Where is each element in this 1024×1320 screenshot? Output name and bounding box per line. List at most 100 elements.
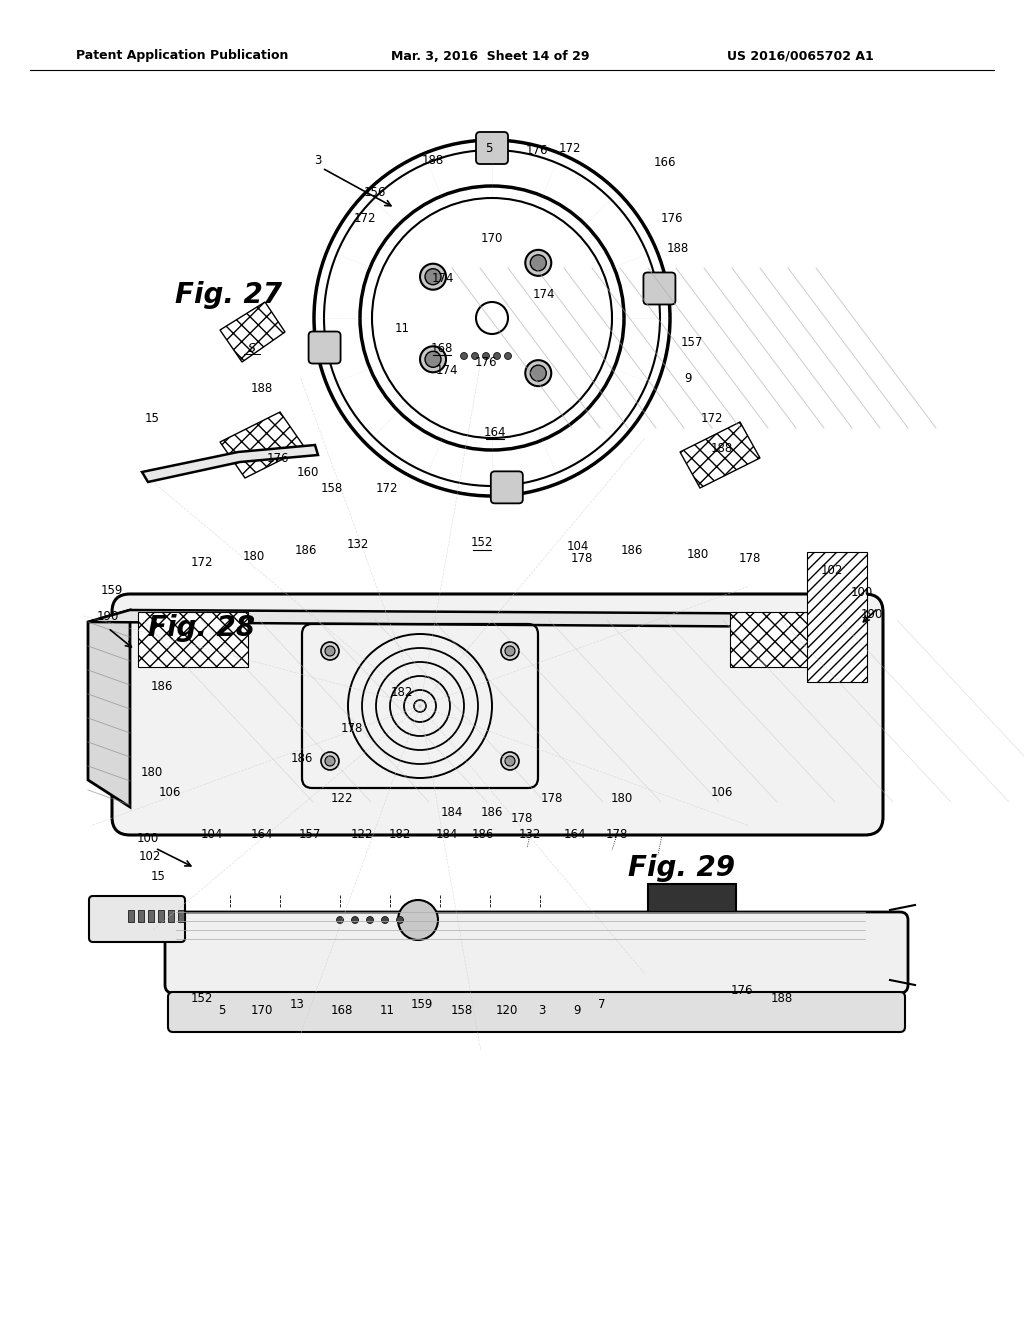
Text: 176: 176 (525, 144, 548, 157)
Circle shape (425, 351, 441, 367)
Text: 180: 180 (687, 548, 710, 561)
FancyBboxPatch shape (807, 552, 867, 682)
Text: 186: 186 (472, 829, 495, 842)
FancyBboxPatch shape (730, 612, 825, 667)
Circle shape (501, 642, 519, 660)
Bar (128, 909, 134, 921)
Text: S: S (248, 342, 256, 355)
Circle shape (530, 255, 546, 271)
Text: 186: 186 (481, 805, 503, 818)
FancyBboxPatch shape (490, 471, 523, 503)
FancyBboxPatch shape (165, 912, 908, 993)
Circle shape (325, 756, 335, 766)
Text: 152: 152 (190, 991, 213, 1005)
FancyBboxPatch shape (308, 331, 341, 363)
Circle shape (321, 752, 339, 770)
Text: 180: 180 (141, 766, 163, 779)
Text: 100: 100 (137, 832, 159, 845)
Text: 158: 158 (321, 482, 343, 495)
Text: 106: 106 (711, 785, 733, 799)
Circle shape (505, 756, 515, 766)
Circle shape (461, 352, 468, 359)
Text: 188: 188 (251, 381, 273, 395)
Circle shape (398, 900, 438, 940)
Bar (178, 909, 184, 921)
Text: 188: 188 (771, 991, 794, 1005)
Text: 13: 13 (290, 998, 304, 1011)
Text: 172: 172 (700, 412, 723, 425)
Text: 9: 9 (684, 371, 692, 384)
Circle shape (321, 642, 339, 660)
Polygon shape (680, 422, 760, 488)
Text: 178: 178 (570, 552, 593, 565)
Text: 9: 9 (573, 1003, 581, 1016)
Polygon shape (220, 302, 285, 362)
Circle shape (505, 645, 515, 656)
Circle shape (337, 916, 343, 924)
Text: 186: 186 (291, 751, 313, 764)
Text: 186: 186 (295, 544, 317, 557)
Polygon shape (220, 412, 305, 478)
Text: 170: 170 (481, 231, 503, 244)
Text: 176: 176 (660, 211, 683, 224)
Text: 184: 184 (436, 829, 458, 842)
Text: 186: 186 (151, 680, 173, 693)
Text: 156: 156 (364, 186, 386, 198)
Bar (158, 909, 164, 921)
Text: 106: 106 (159, 785, 181, 799)
Circle shape (382, 916, 388, 924)
Text: 178: 178 (511, 812, 534, 825)
Text: Fig. 28: Fig. 28 (148, 614, 255, 642)
Text: 172: 172 (376, 482, 398, 495)
Text: 159: 159 (100, 583, 123, 597)
Text: 188: 188 (422, 153, 444, 166)
Text: 104: 104 (567, 540, 589, 553)
Text: Fig. 29: Fig. 29 (628, 854, 735, 882)
Text: 178: 178 (341, 722, 364, 734)
Text: 102: 102 (139, 850, 161, 862)
Text: 174: 174 (532, 289, 555, 301)
Text: 132: 132 (347, 539, 370, 552)
Circle shape (351, 916, 358, 924)
Text: 164: 164 (564, 829, 587, 842)
Bar (168, 909, 174, 921)
Text: 5: 5 (485, 141, 493, 154)
Text: 190: 190 (97, 610, 119, 623)
Text: 176: 176 (731, 983, 754, 997)
Text: Mar. 3, 2016  Sheet 14 of 29: Mar. 3, 2016 Sheet 14 of 29 (391, 49, 589, 62)
FancyBboxPatch shape (476, 132, 508, 164)
Text: 180: 180 (611, 792, 633, 804)
Text: 172: 172 (559, 141, 582, 154)
Circle shape (396, 916, 403, 924)
FancyBboxPatch shape (89, 896, 185, 942)
Text: 170: 170 (251, 1003, 273, 1016)
Text: 168: 168 (431, 342, 454, 355)
Text: 178: 178 (738, 552, 761, 565)
Text: 152: 152 (471, 536, 494, 549)
Polygon shape (88, 610, 130, 807)
Text: 158: 158 (451, 1003, 473, 1016)
Text: Fig. 27: Fig. 27 (175, 281, 282, 309)
Text: 182: 182 (389, 829, 412, 842)
Circle shape (325, 645, 335, 656)
Text: 178: 178 (606, 829, 628, 842)
Text: 122: 122 (331, 792, 353, 804)
Text: 172: 172 (353, 211, 376, 224)
Circle shape (420, 264, 446, 289)
FancyBboxPatch shape (643, 272, 676, 305)
Circle shape (530, 366, 546, 381)
Text: 164: 164 (483, 425, 506, 438)
Polygon shape (88, 610, 865, 627)
Text: 188: 188 (667, 242, 689, 255)
Text: 176: 176 (266, 451, 289, 465)
Text: 180: 180 (243, 549, 265, 562)
Text: 160: 160 (297, 466, 319, 479)
Circle shape (482, 352, 489, 359)
Text: Patent Application Publication: Patent Application Publication (76, 49, 288, 62)
Text: 120: 120 (496, 1003, 518, 1016)
Text: 174: 174 (436, 363, 459, 376)
Text: 11: 11 (380, 1003, 394, 1016)
FancyBboxPatch shape (138, 612, 248, 667)
Text: 157: 157 (681, 335, 703, 348)
Circle shape (505, 352, 512, 359)
